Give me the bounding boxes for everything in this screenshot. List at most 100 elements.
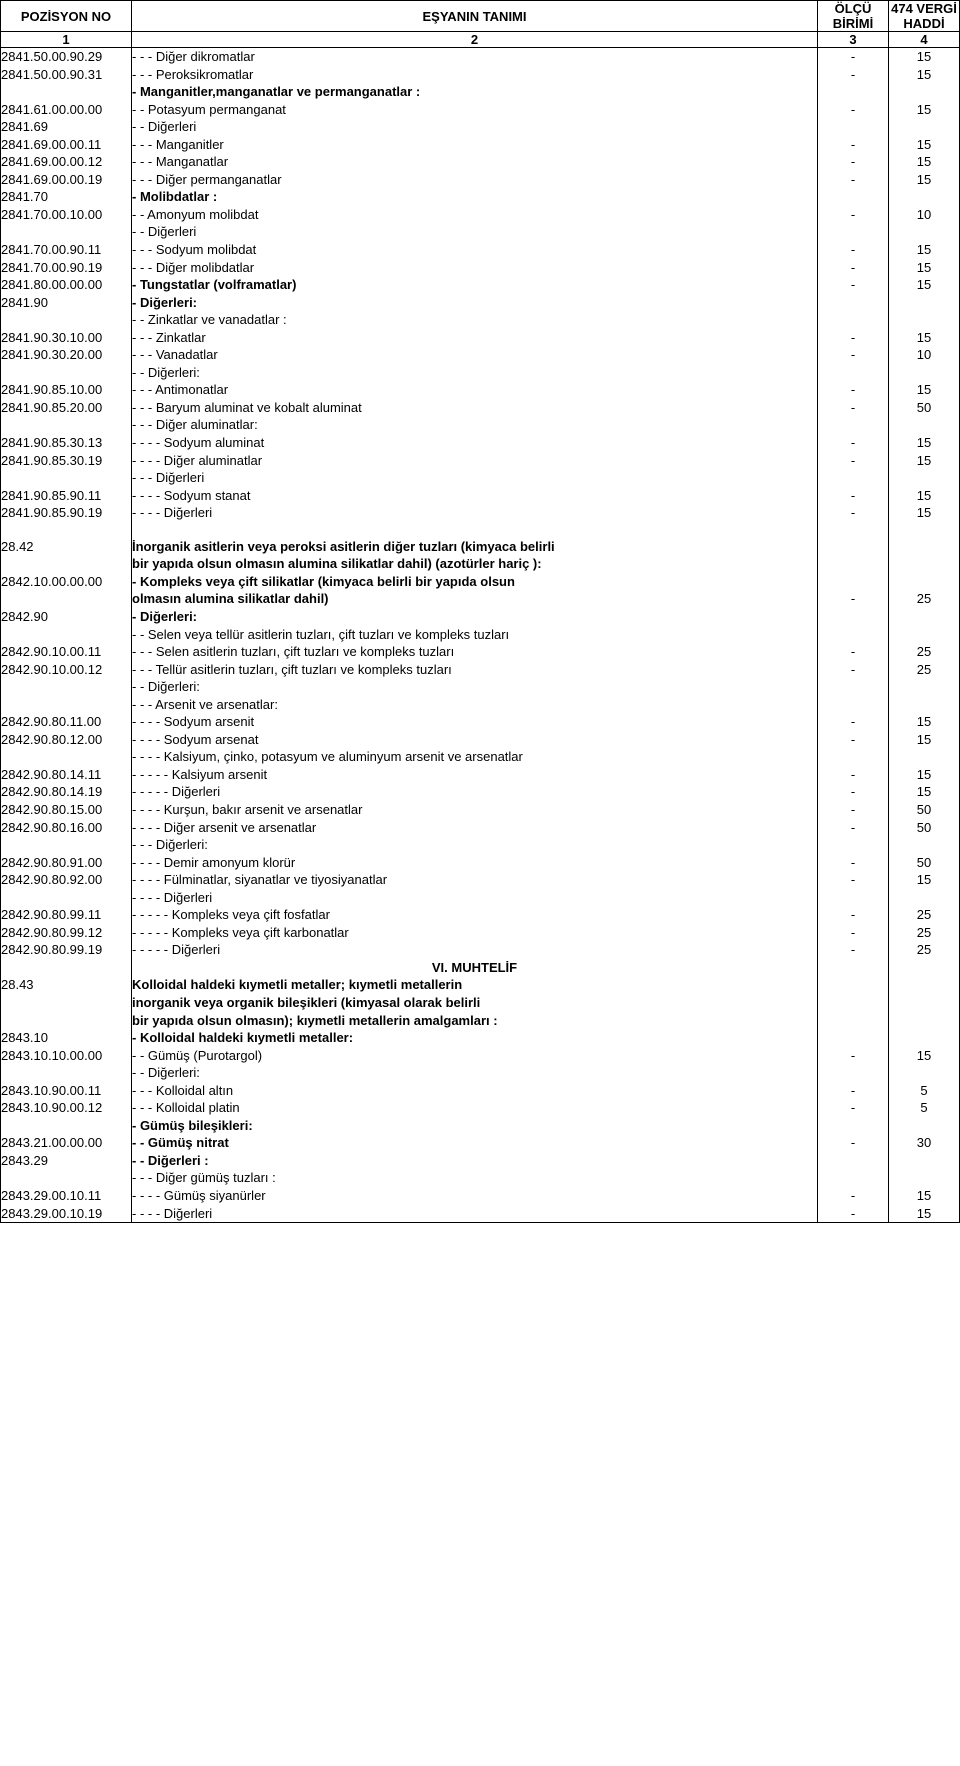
cell-vergi: 50: [889, 399, 960, 417]
cell-pozisyon: [1, 1117, 132, 1135]
cell-olcu: [818, 538, 889, 556]
cell-vergi: 15: [889, 66, 960, 84]
cell-olcu: -: [818, 1205, 889, 1223]
cell-vergi: 15: [889, 171, 960, 189]
cell-olcu: -: [818, 871, 889, 889]
cell-vergi: [889, 748, 960, 766]
table-row: 2842.90.80.16.00- - - - Diğer arsenit ve…: [1, 819, 959, 837]
header-vergi: 474 VERGİ HADDİ: [889, 1, 960, 32]
cell-description: - - - Diğerleri: [132, 469, 818, 487]
table-row: [1, 522, 959, 538]
cell-olcu: -: [818, 66, 889, 84]
cell-description: - - - - Diğerleri: [132, 1205, 818, 1223]
cell-pozisyon: 2843.10.90.00.11: [1, 1082, 132, 1100]
cell-vergi: [889, 1012, 960, 1030]
table-row: - - - - Kalsiyum, çinko, potasyum ve alu…: [1, 748, 959, 766]
cell-pozisyon: [1, 555, 132, 573]
cell-description: - - Gümüş nitrat: [132, 1134, 818, 1152]
cell-pozisyon: 2841.61.00.00.00: [1, 101, 132, 119]
cell-vergi: [889, 976, 960, 994]
cell-olcu: -: [818, 1134, 889, 1152]
cell-pozisyon: [1, 364, 132, 382]
cell-vergi: 15: [889, 1187, 960, 1205]
cell-olcu: [818, 1152, 889, 1170]
cell-olcu: -: [818, 713, 889, 731]
cell-vergi: [889, 469, 960, 487]
cell-description: - - - Kolloidal altın: [132, 1082, 818, 1100]
cell-olcu: [818, 836, 889, 854]
cell-olcu: -: [818, 819, 889, 837]
cell-vergi: 15: [889, 766, 960, 784]
cell-vergi: 15: [889, 381, 960, 399]
cell-olcu: -: [818, 276, 889, 294]
cell-vergi: 15: [889, 713, 960, 731]
cell-description: - - - Diğer aluminatlar:: [132, 416, 818, 434]
cell-pozisyon: [1, 626, 132, 644]
cell-vergi: [889, 696, 960, 714]
cell-pozisyon: 2841.69: [1, 118, 132, 136]
cell-olcu: -: [818, 783, 889, 801]
table-row: 2841.90- Diğerleri:: [1, 294, 959, 312]
cell-vergi: 15: [889, 434, 960, 452]
colnum-1: 1: [1, 32, 132, 48]
cell-description: - - Zinkatlar ve vanadatlar :: [132, 311, 818, 329]
table-row: 2843.10.90.00.12- - - Kolloidal platin-5: [1, 1099, 959, 1117]
cell-pozisyon: [1, 590, 132, 608]
cell-description: - - - - - Diğerleri: [132, 941, 818, 959]
table-row: 2841.70.00.10.00- - Amonyum molibdat-10: [1, 206, 959, 224]
cell-description: - Manganitler,manganatlar ve permanganat…: [132, 83, 818, 101]
cell-olcu: [818, 416, 889, 434]
table-row: - - - - Diğerleri: [1, 889, 959, 907]
cell-vergi: 15: [889, 101, 960, 119]
tariff-table: POZİSYON NO EŞYANIN TANIMI ÖLÇÜ BİRİMİ 4…: [0, 0, 960, 1223]
cell-pozisyon: [1, 223, 132, 241]
cell-vergi: 5: [889, 1082, 960, 1100]
cell-description: - - - Zinkatlar: [132, 329, 818, 347]
cell-pozisyon: 2843.29.00.10.19: [1, 1205, 132, 1223]
table-row: 2842.90.80.91.00- - - - Demir amonyum kl…: [1, 854, 959, 872]
cell-pozisyon: 2841.70.00.90.11: [1, 241, 132, 259]
table-row: - - Diğerleri:: [1, 364, 959, 382]
cell-description: - - - - Sodyum arsenit: [132, 713, 818, 731]
table-row: VI. MUHTELİF: [1, 959, 959, 977]
table-row: - - - Diğer aluminatlar:: [1, 416, 959, 434]
table-row: 2842.90.80.99.19- - - - - Diğerleri-25: [1, 941, 959, 959]
section-title: VI. MUHTELİF: [132, 959, 818, 977]
cell-description: - - - - Kalsiyum, çinko, potasyum ve alu…: [132, 748, 818, 766]
cell-olcu: -: [818, 643, 889, 661]
cell-vergi: [889, 188, 960, 206]
cell-olcu: [818, 678, 889, 696]
cell-description: - - Gümüş (Purotargol): [132, 1047, 818, 1065]
table-row: 2841.69.00.00.19- - - Diğer permanganatl…: [1, 171, 959, 189]
table-row: 28.43Kolloidal haldeki kıymetli metaller…: [1, 976, 959, 994]
cell-pozisyon: 2842.90.80.11.00: [1, 713, 132, 731]
cell-vergi: [889, 573, 960, 591]
table-row: 2841.69- - Diğerleri: [1, 118, 959, 136]
cell-description: - - - Diğer molibdatlar: [132, 259, 818, 277]
cell-olcu: -: [818, 241, 889, 259]
cell-olcu: -: [818, 906, 889, 924]
cell-description: - - Diğerleri :: [132, 1152, 818, 1170]
cell-description: - - - Manganitler: [132, 136, 818, 154]
table-row: 2841.70.00.90.11- - - Sodyum molibdat-15: [1, 241, 959, 259]
cell-pozisyon: 2842.90.80.15.00: [1, 801, 132, 819]
table-row: 2841.90.30.10.00- - - Zinkatlar-15: [1, 329, 959, 347]
cell-pozisyon: 2841.69.00.00.11: [1, 136, 132, 154]
cell-pozisyon: [1, 83, 132, 101]
cell-pozisyon: 2841.90.85.90.11: [1, 487, 132, 505]
cell-description: Kolloidal haldeki kıymetli metaller; kıy…: [132, 976, 818, 994]
table-row: 2843.10.10.00.00- - Gümüş (Purotargol)-1…: [1, 1047, 959, 1065]
table-row: 2841.90.85.10.00- - - Antimonatlar-15: [1, 381, 959, 399]
cell-pozisyon: 2842.90.10.00.11: [1, 643, 132, 661]
cell-description: - - - Diğer gümüş tuzları :: [132, 1169, 818, 1187]
cell-pozisyon: 2841.70: [1, 188, 132, 206]
cell-olcu: [818, 118, 889, 136]
cell-description: - - - Selen asitlerin tuzları, çift tuzl…: [132, 643, 818, 661]
cell-description: - - - - Diğer aluminatlar: [132, 452, 818, 470]
cell-description: - - - Arsenit ve arsenatlar:: [132, 696, 818, 714]
cell-vergi: 15: [889, 783, 960, 801]
table-row: 28.42İnorganik asitlerin veya peroksi as…: [1, 538, 959, 556]
cell-vergi: 15: [889, 1047, 960, 1065]
table-row: 2842.90- Diğerleri:: [1, 608, 959, 626]
cell-pozisyon: 2842.90.80.99.11: [1, 906, 132, 924]
